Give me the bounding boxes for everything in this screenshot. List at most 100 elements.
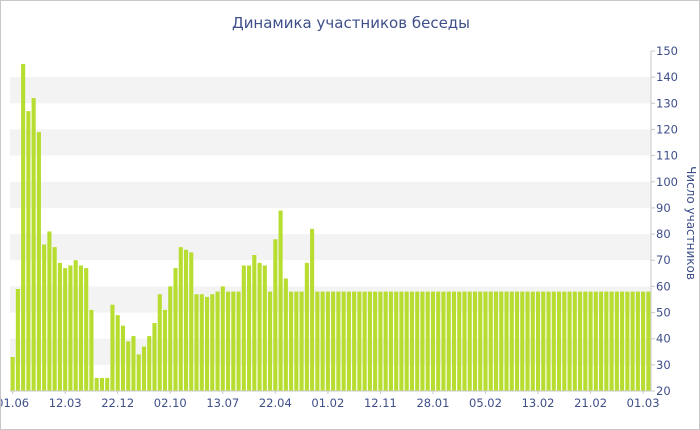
bar bbox=[367, 291, 372, 391]
bar bbox=[514, 291, 520, 391]
y-tick-label: 60 bbox=[656, 279, 671, 293]
bar bbox=[78, 265, 83, 391]
bar bbox=[310, 228, 315, 391]
bar bbox=[325, 291, 330, 391]
bar bbox=[441, 291, 446, 391]
bar bbox=[120, 325, 126, 391]
bar bbox=[68, 265, 73, 391]
bar bbox=[394, 291, 399, 391]
grid-band bbox=[10, 181, 651, 208]
bar bbox=[257, 262, 262, 391]
bar bbox=[641, 291, 646, 391]
bar bbox=[199, 294, 204, 391]
bar bbox=[157, 294, 162, 391]
bar bbox=[478, 291, 483, 391]
bar bbox=[331, 291, 336, 391]
bar bbox=[84, 268, 89, 391]
y-tick-label: 90 bbox=[656, 201, 671, 215]
bar bbox=[152, 323, 157, 391]
bar bbox=[210, 294, 215, 391]
bar bbox=[147, 336, 152, 391]
x-tick-label: 01.06 bbox=[1, 396, 29, 410]
bar bbox=[409, 291, 414, 391]
bar bbox=[509, 291, 514, 391]
bar bbox=[357, 291, 362, 391]
y-tick-label: 140 bbox=[656, 70, 678, 84]
bar bbox=[504, 291, 509, 391]
grid-band bbox=[10, 129, 651, 156]
y-tick-label: 120 bbox=[656, 122, 678, 136]
bar bbox=[278, 210, 283, 391]
bar bbox=[273, 239, 278, 391]
bar bbox=[378, 291, 383, 391]
bar bbox=[352, 291, 357, 391]
bar bbox=[226, 291, 231, 391]
bar bbox=[520, 291, 525, 391]
bar bbox=[625, 291, 630, 391]
x-tick-label: 02.10 bbox=[154, 396, 187, 410]
bar bbox=[483, 291, 488, 391]
bar bbox=[315, 291, 320, 391]
grid-band bbox=[10, 77, 651, 104]
bar bbox=[268, 291, 273, 391]
bar bbox=[304, 262, 309, 391]
bar bbox=[15, 289, 20, 391]
bar bbox=[399, 291, 404, 391]
y-tick-label: 20 bbox=[656, 384, 671, 398]
bar bbox=[26, 111, 31, 392]
bar bbox=[362, 291, 367, 391]
bar bbox=[346, 291, 351, 391]
bar bbox=[57, 262, 62, 391]
bar bbox=[388, 291, 393, 391]
bar bbox=[215, 291, 220, 391]
bar bbox=[73, 260, 78, 391]
bar bbox=[404, 291, 409, 391]
bar bbox=[110, 304, 115, 391]
y-axis-label: Число участников bbox=[684, 166, 698, 280]
x-tick-label: 01.02 bbox=[311, 396, 344, 410]
bar bbox=[289, 291, 294, 391]
chart-title: Динамика участников беседы bbox=[232, 14, 470, 32]
x-tick-label: 13.07 bbox=[206, 396, 239, 410]
bar bbox=[283, 278, 288, 391]
bar bbox=[194, 294, 199, 391]
bar bbox=[630, 291, 635, 391]
bar bbox=[241, 265, 246, 391]
bar bbox=[588, 291, 593, 391]
bar bbox=[635, 291, 640, 391]
bar bbox=[583, 291, 588, 391]
bar bbox=[21, 64, 26, 391]
x-tick-label: 01.03 bbox=[627, 396, 660, 410]
bar bbox=[551, 291, 556, 391]
bar bbox=[341, 291, 346, 391]
bar bbox=[36, 132, 41, 391]
bar bbox=[436, 291, 441, 391]
x-tick-label: 28.01 bbox=[416, 396, 449, 410]
y-tick-label: 130 bbox=[656, 96, 678, 110]
bar bbox=[236, 291, 241, 391]
x-tick-label: 22.12 bbox=[101, 396, 134, 410]
bar bbox=[336, 291, 341, 391]
bar bbox=[562, 291, 567, 391]
bar bbox=[31, 98, 36, 391]
bar bbox=[420, 291, 425, 391]
bar bbox=[141, 346, 147, 391]
y-tick-label: 110 bbox=[656, 149, 678, 163]
bar bbox=[467, 291, 472, 391]
bar bbox=[383, 291, 388, 391]
bar bbox=[499, 291, 504, 391]
bar bbox=[525, 291, 530, 391]
bar bbox=[646, 291, 651, 391]
grid-band bbox=[10, 234, 651, 261]
bar bbox=[472, 291, 478, 391]
bar bbox=[136, 354, 141, 391]
bar bbox=[299, 291, 304, 391]
x-tick-label: 21.02 bbox=[574, 396, 607, 410]
bar bbox=[42, 244, 47, 391]
bar bbox=[231, 291, 236, 391]
bar bbox=[609, 291, 614, 391]
y-tick-label: 70 bbox=[656, 253, 671, 267]
bar bbox=[183, 249, 189, 391]
